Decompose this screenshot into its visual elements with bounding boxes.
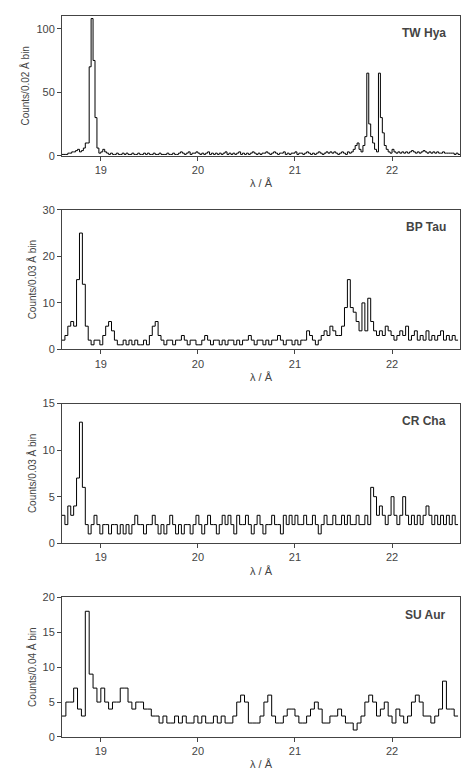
svg-text:22: 22 [386,164,398,176]
svg-text:SU Aur: SU Aur [405,608,446,622]
svg-text:22: 22 [386,551,398,563]
svg-text:0: 0 [49,537,55,549]
svg-text:19: 19 [95,358,107,370]
svg-text:Counts/0.03 Å bin: Counts/0.03 Å bin [26,240,38,320]
svg-text:10: 10 [43,297,55,309]
svg-text:19: 19 [95,745,107,757]
svg-text:20: 20 [192,745,204,757]
svg-text:BP Tau: BP Tau [406,220,446,234]
svg-text:5: 5 [49,696,55,708]
svg-text:21: 21 [289,358,301,370]
svg-text:Counts/0.03 Å bin: Counts/0.03 Å bin [26,434,38,514]
svg-text:λ / Å: λ / Å [250,758,273,770]
svg-text:21: 21 [289,164,301,176]
svg-text:20: 20 [43,250,55,262]
svg-text:λ / Å: λ / Å [250,565,273,577]
svg-text:20: 20 [43,591,55,603]
svg-text:0: 0 [49,731,55,743]
svg-text:0: 0 [49,343,55,355]
svg-text:19: 19 [95,164,107,176]
svg-text:Counts/0.04 Å bin: Counts/0.04 Å bin [26,627,38,707]
svg-text:λ / Å: λ / Å [250,177,273,189]
svg-text:15: 15 [43,626,55,638]
svg-text:TW Hya: TW Hya [402,26,446,40]
svg-text:50: 50 [43,86,55,98]
svg-text:0: 0 [49,150,55,162]
svg-text:20: 20 [192,358,204,370]
svg-text:22: 22 [386,745,398,757]
svg-text:20: 20 [192,164,204,176]
svg-text:19: 19 [95,551,107,563]
svg-text:λ / Å: λ / Å [250,371,273,383]
svg-text:21: 21 [289,551,301,563]
svg-text:100: 100 [36,23,54,35]
svg-text:CR Cha: CR Cha [402,414,446,428]
svg-text:10: 10 [43,661,55,673]
svg-text:22: 22 [386,358,398,370]
svg-text:5: 5 [49,491,55,503]
svg-text:Counts/0.02 Å bin: Counts/0.02 Å bin [19,46,31,126]
svg-text:21: 21 [289,745,301,757]
svg-text:20: 20 [192,551,204,563]
svg-text:10: 10 [43,444,55,456]
svg-text:15: 15 [43,397,55,409]
svg-text:30: 30 [43,204,55,216]
